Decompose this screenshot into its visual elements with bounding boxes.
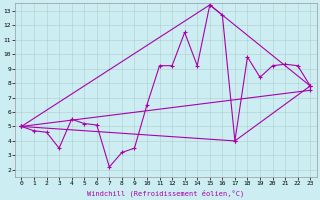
X-axis label: Windchill (Refroidissement éolien,°C): Windchill (Refroidissement éolien,°C) — [87, 189, 244, 197]
